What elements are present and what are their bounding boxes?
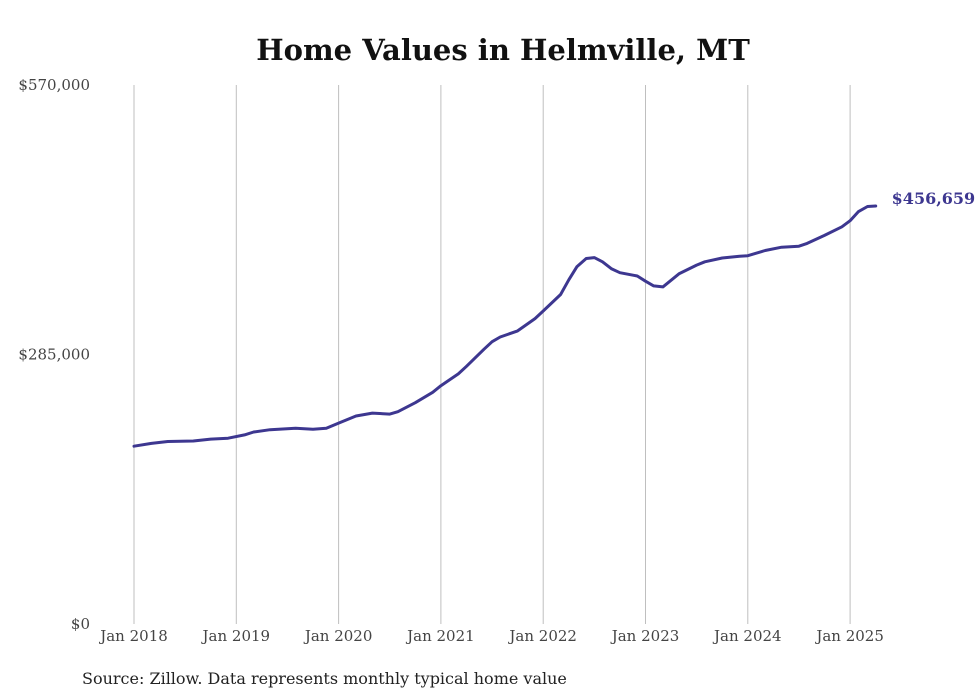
end-value-label: $456,659: [892, 189, 976, 208]
chart-title: Home Values in Helmville, MT: [256, 33, 750, 67]
x-tick-label: Jan 2024: [712, 627, 782, 645]
x-tick-label: Jan 2021: [405, 627, 475, 645]
series-layer: $456,659: [132, 189, 976, 448]
x-axis-ticks: Jan 2018 Jan 2019 Jan 2020 Jan 2021 Jan 2022…: [98, 627, 884, 645]
y-tick-label: $285,000: [18, 346, 90, 364]
x-tick-label: Jan 2025: [814, 627, 884, 645]
y-tick-label: $570,000: [18, 76, 90, 94]
y-axis-ticks: $0 $285,000 $570,000: [18, 76, 90, 633]
x-tick-label: Jan 2022: [507, 627, 577, 645]
y-tick-label: $0: [71, 615, 90, 633]
x-tick-label: Jan 2020: [303, 627, 373, 645]
x-tick-label: Jan 2023: [610, 627, 680, 645]
series-line-0: [132, 204, 878, 448]
x-tick-label: Jan 2018: [98, 627, 168, 645]
source-note: Source: Zillow. Data represents monthly …: [82, 669, 567, 688]
gridlines: [133, 85, 851, 624]
x-tick-label: Jan 2019: [201, 627, 271, 645]
